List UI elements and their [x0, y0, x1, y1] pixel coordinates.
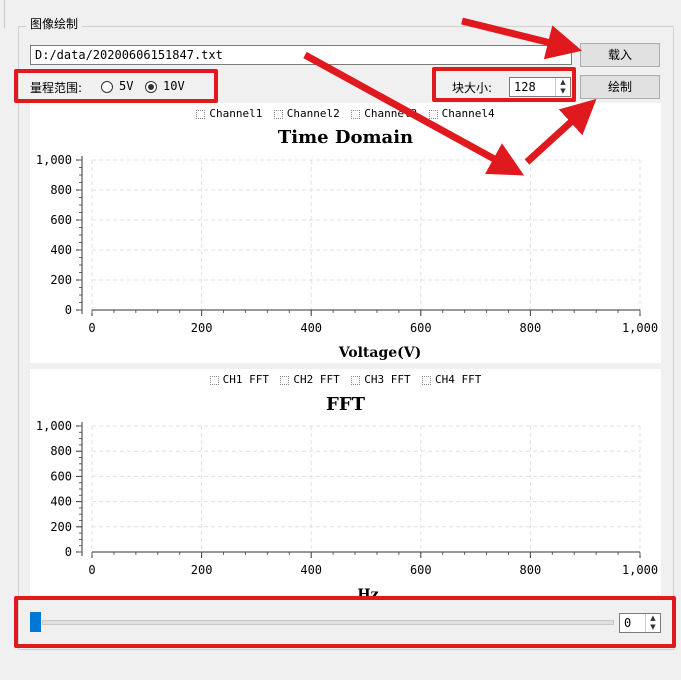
- time-domain-chart: 0 200 400 600 800 1,000 0 200 400 600 800 1,000: [36, 153, 658, 335]
- frame-slider-handle[interactable]: [30, 612, 41, 632]
- y-tick-label: 400: [50, 495, 72, 509]
- radio-5v[interactable]: [101, 81, 113, 93]
- spin-up-icon[interactable]: ▲: [560, 78, 566, 86]
- x-tick-label: 1,000: [622, 321, 658, 335]
- frame-slider-track[interactable]: [42, 620, 614, 625]
- x-tick-label: 400: [300, 563, 322, 577]
- x-tick-label: 800: [520, 321, 542, 335]
- y-tick-label: 600: [50, 213, 72, 227]
- y-tick-label: 200: [50, 520, 72, 534]
- fft-chart: 0 200 400 600 800 1,000 0 200 400 600 800 1,000: [36, 419, 658, 577]
- x-tick-label: 200: [191, 563, 213, 577]
- x-tick-label: 0: [88, 563, 95, 577]
- legend-ch3-fft: CH3 FFT: [364, 373, 411, 386]
- y-tick-label: 1,000: [36, 153, 72, 167]
- y-tick-label: 0: [65, 545, 72, 559]
- fft-legend: CH1 FFT CH2 FFT CH3 FFT CH4 FFT: [30, 372, 661, 386]
- x-tick-label: 800: [520, 563, 542, 577]
- arrow-to-load-icon: [461, 17, 583, 60]
- x-tick-label: 600: [410, 563, 432, 577]
- block-size-value: 128: [514, 80, 536, 94]
- frame-spin-value: 0: [624, 616, 632, 630]
- image-draw-group: [18, 26, 674, 650]
- fft-title: FFT: [326, 394, 365, 415]
- y-tick-label: 800: [50, 444, 72, 458]
- y-tick-label: 800: [50, 183, 72, 197]
- legend-channel4: Channel4: [441, 107, 495, 120]
- window-edge: [0, 0, 5, 28]
- legend-ch1-fft: CH1 FFT: [222, 373, 269, 386]
- highlight-slider-box: [14, 596, 676, 648]
- radio-5v-label: 5V: [119, 79, 134, 93]
- range-label: 量程范围:: [30, 81, 83, 95]
- spin-down-icon[interactable]: ▼: [560, 87, 566, 95]
- arrow-to-draw-icon: [524, 98, 597, 165]
- arrow-to-plot-icon: [303, 51, 525, 176]
- frame-spin-down-icon[interactable]: ▼: [650, 623, 656, 631]
- radio-10v[interactable]: [145, 81, 157, 93]
- time-domain-xlabel: Voltage(V): [338, 345, 422, 361]
- legend-ch4-fft: CH4 FFT: [435, 373, 482, 386]
- x-tick-label: 0: [88, 321, 95, 335]
- group-title: 图像绘制: [26, 15, 83, 32]
- radio-10v-label: 10V: [163, 79, 185, 93]
- y-tick-label: 600: [50, 469, 72, 483]
- y-tick-label: 0: [65, 303, 72, 317]
- highlight-block-size-box: [432, 67, 576, 102]
- frame-spin-up-icon[interactable]: ▲: [650, 614, 656, 622]
- x-tick-label: 1,000: [622, 563, 658, 577]
- y-tick-label: 200: [50, 273, 72, 287]
- legend-ch2-fft: CH2 FFT: [293, 373, 340, 386]
- block-size-label: 块大小:: [452, 81, 493, 95]
- x-tick-label: 600: [410, 321, 432, 335]
- file-path-input[interactable]: D:/data/20200606151847.txt: [30, 45, 572, 65]
- frame-spinbox[interactable]: 0 ▲ ▼: [619, 613, 661, 633]
- legend-channel2: Channel2: [286, 107, 340, 120]
- fft-xlabel: Hz: [357, 587, 379, 597]
- time-domain-title: Time Domain: [277, 127, 414, 148]
- legend-channel1: Channel1: [209, 107, 263, 120]
- draw-button[interactable]: 绘制: [580, 75, 660, 99]
- fft-panel: 0 200 400 600 800 1,000 0 200 400 600 800 1,000 CH1…: [30, 369, 661, 597]
- y-tick-label: 400: [50, 243, 72, 257]
- block-size-spinbox[interactable]: 128 ▲ ▼: [509, 77, 571, 97]
- y-tick-label: 1,000: [36, 419, 72, 433]
- highlight-range-box: [14, 69, 218, 103]
- x-tick-label: 400: [300, 321, 322, 335]
- x-tick-label: 200: [191, 321, 213, 335]
